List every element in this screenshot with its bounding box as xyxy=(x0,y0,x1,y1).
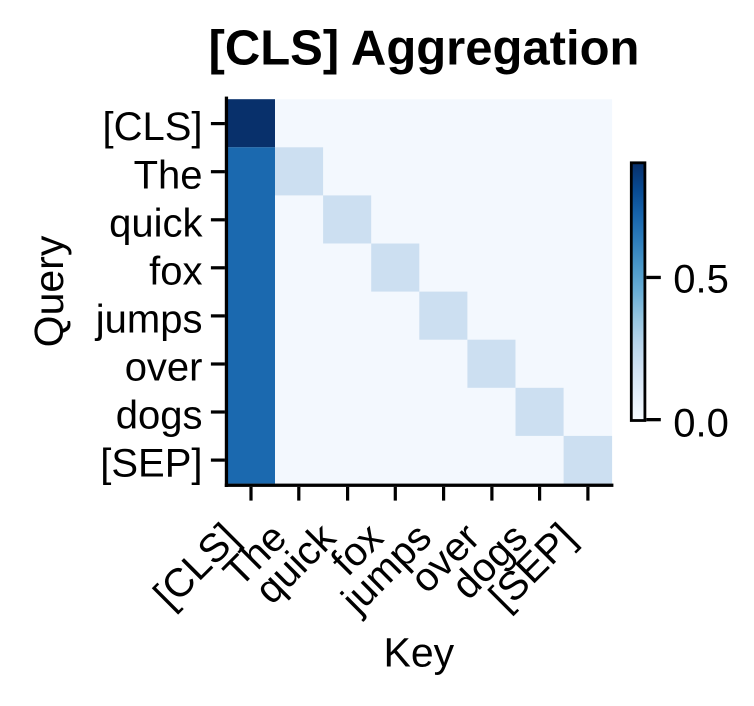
svg-text:Query: Query xyxy=(26,235,72,347)
svg-text:The: The xyxy=(134,153,203,197)
svg-text:jumps: jumps xyxy=(95,298,203,342)
svg-text:[CLS]: [CLS] xyxy=(102,105,202,149)
svg-text:0.5: 0.5 xyxy=(673,257,729,301)
svg-text:fox: fox xyxy=(149,249,202,293)
svg-text:0.0: 0.0 xyxy=(673,402,729,446)
svg-text:Key: Key xyxy=(383,630,454,676)
svg-text:quick: quick xyxy=(109,201,203,245)
svg-text:dogs: dogs xyxy=(116,394,203,438)
svg-text:[SEP]: [SEP] xyxy=(100,442,202,486)
svg-text:over: over xyxy=(125,346,203,390)
svg-text:[CLS] Aggregation: [CLS] Aggregation xyxy=(209,22,640,76)
